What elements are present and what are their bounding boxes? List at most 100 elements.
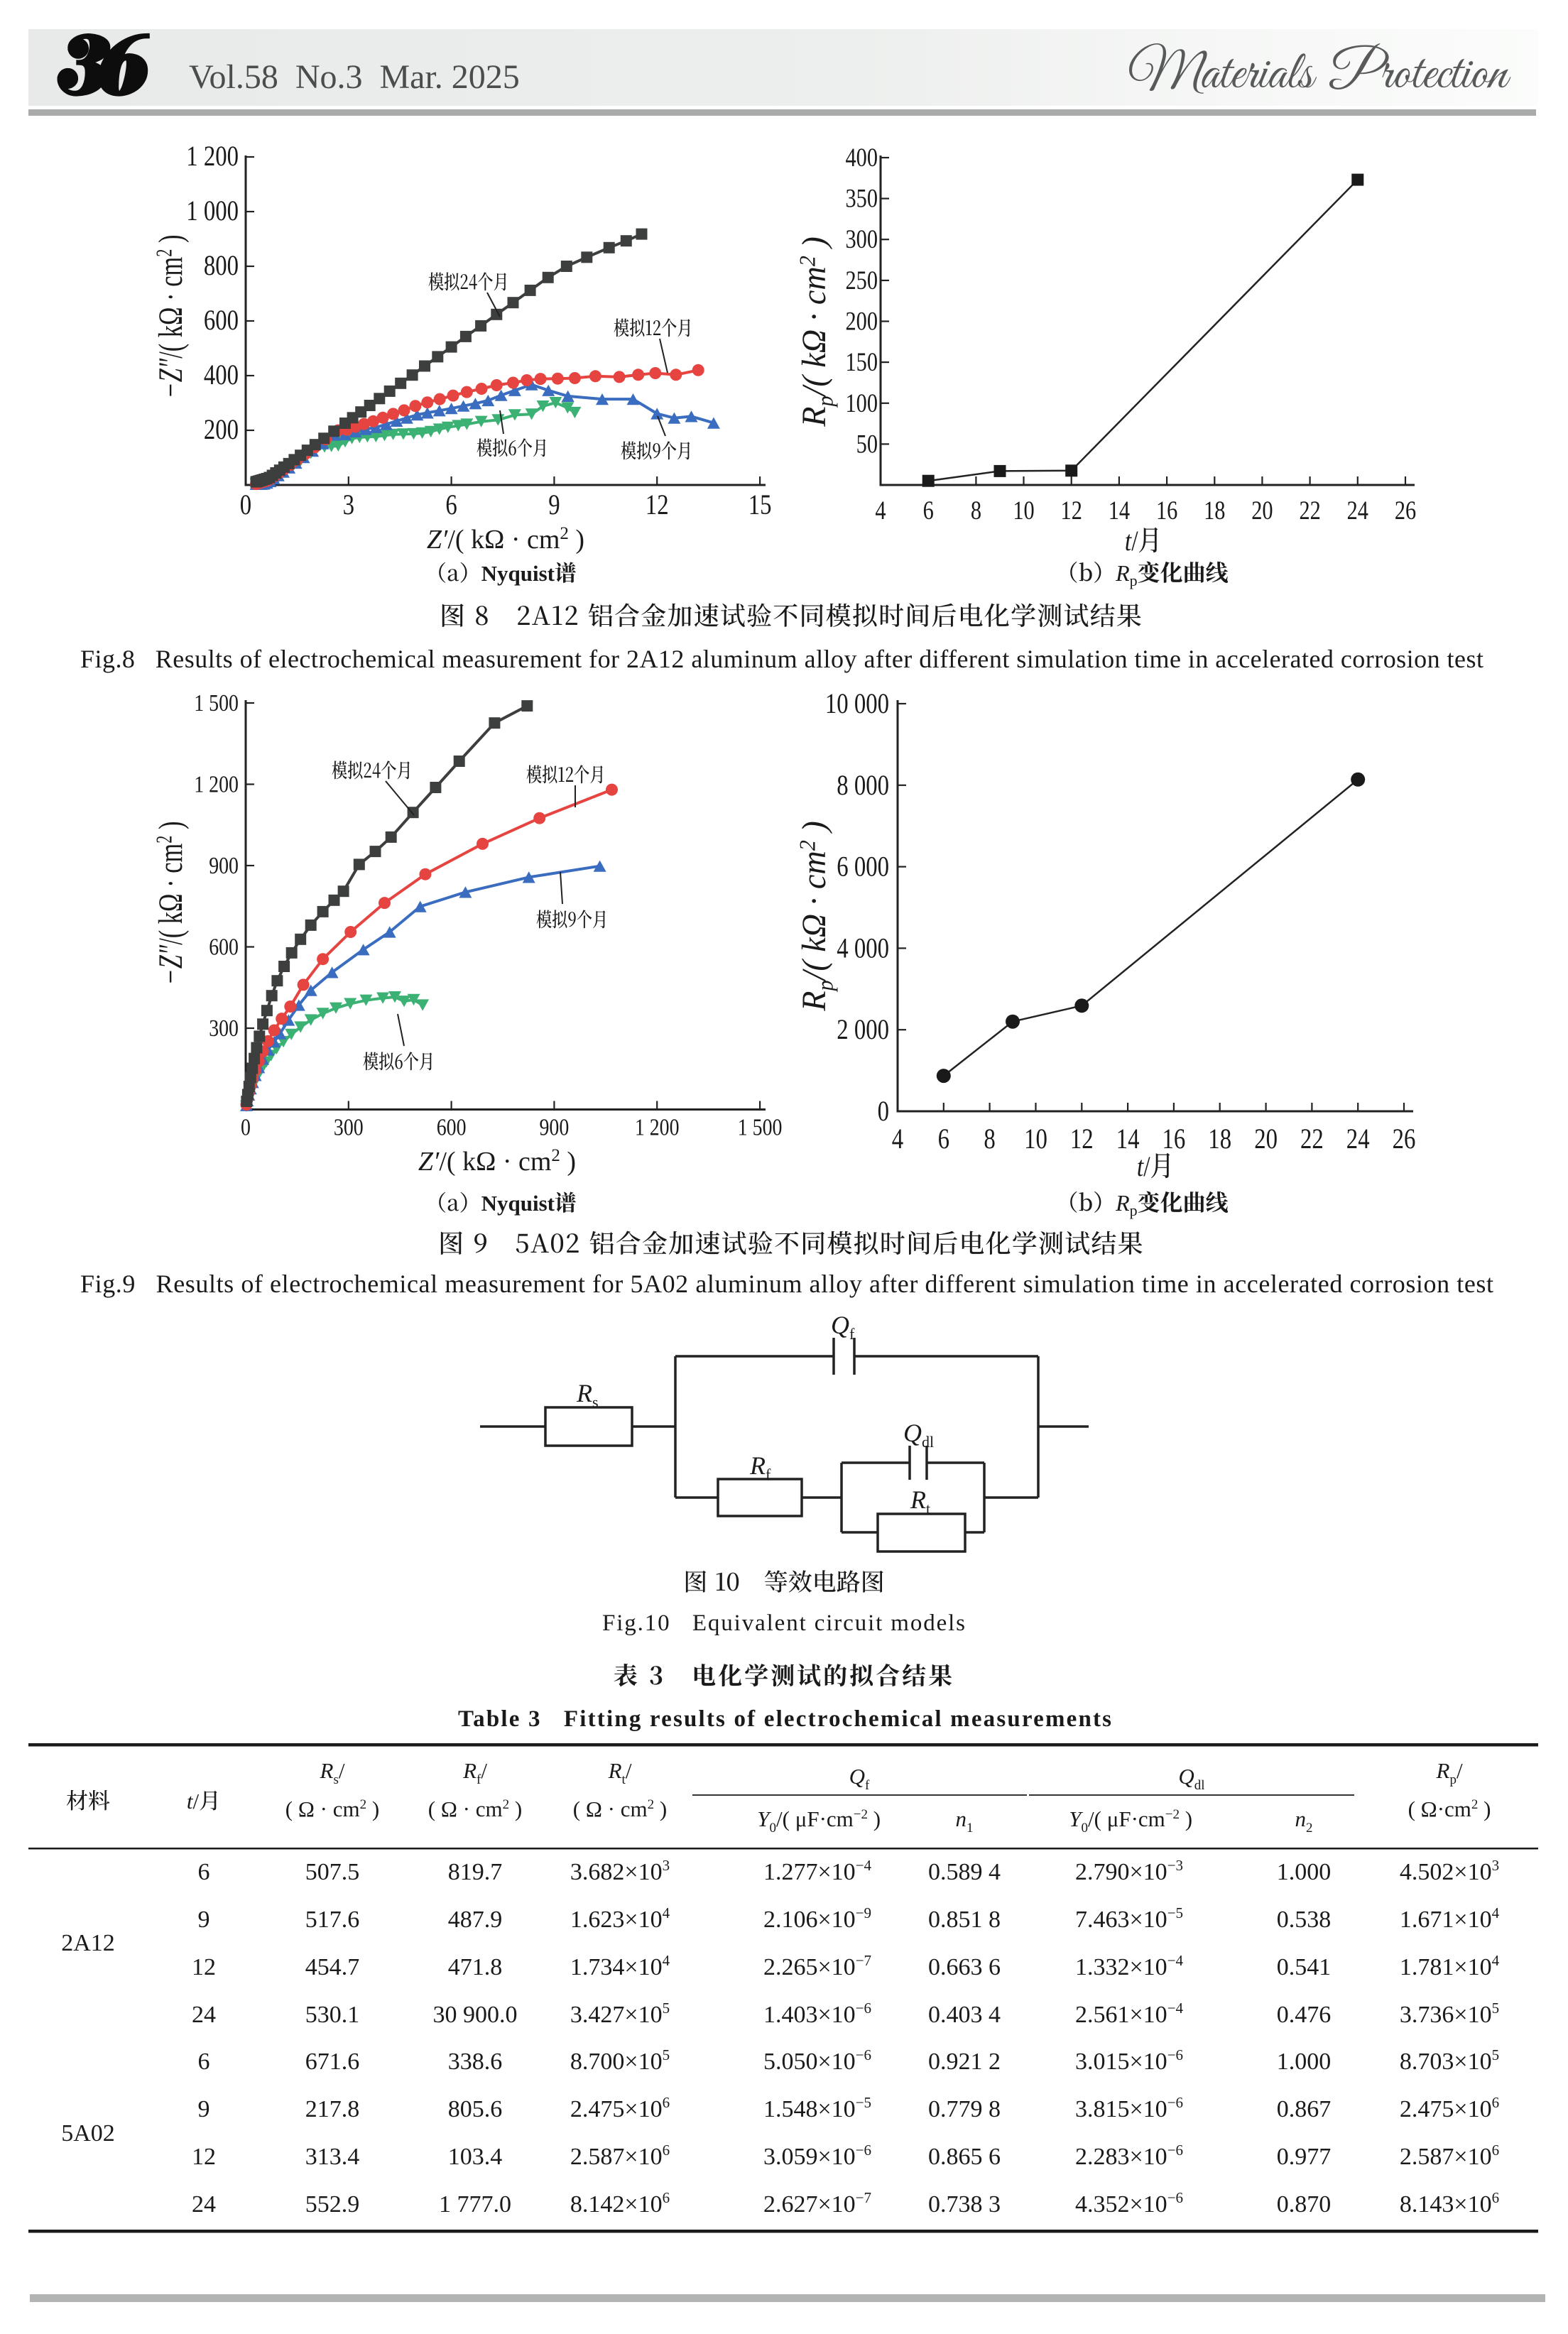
svg-text:1 000: 1 000 bbox=[186, 195, 239, 227]
svg-text:8.700×105: 8.700×105 bbox=[570, 2046, 670, 2075]
svg-text:8 000: 8 000 bbox=[837, 769, 889, 801]
svg-text:671.6: 671.6 bbox=[305, 2049, 360, 2075]
svg-text:10: 10 bbox=[1024, 1123, 1047, 1155]
svg-text:0.851 8: 0.851 8 bbox=[928, 1907, 1001, 1933]
svg-text:22: 22 bbox=[1300, 1123, 1324, 1155]
svg-text:0.589 4: 0.589 4 bbox=[928, 1859, 1001, 1885]
svg-text:0: 0 bbox=[241, 1113, 251, 1140]
svg-text:900: 900 bbox=[209, 851, 239, 878]
svg-text:0: 0 bbox=[878, 1095, 889, 1127]
svg-text:Rp: Rp bbox=[1115, 560, 1138, 589]
svg-text:2.475×106: 2.475×106 bbox=[570, 2094, 670, 2122]
svg-text:9: 9 bbox=[548, 489, 560, 520]
svg-text:517.6: 517.6 bbox=[305, 1907, 360, 1933]
svg-text:24: 24 bbox=[1346, 1123, 1370, 1155]
svg-text:1.734×104: 1.734×104 bbox=[570, 1952, 670, 1980]
svg-text:Rs: Rs bbox=[576, 1379, 599, 1411]
svg-text:12: 12 bbox=[192, 2144, 216, 2170]
svg-text:Nyquist: Nyquist bbox=[481, 1191, 555, 1216]
svg-text:1.277×10−4: 1.277×10−4 bbox=[763, 1857, 872, 1885]
svg-text:Fig.8 Results of electrochem: Fig.8 Results of electrochemical measure… bbox=[80, 645, 1483, 673]
svg-text:2.475×106: 2.475×106 bbox=[1400, 2094, 1499, 2122]
svg-text:18: 18 bbox=[1208, 1123, 1231, 1155]
svg-text:6: 6 bbox=[938, 1123, 949, 1155]
svg-text:16: 16 bbox=[1163, 1123, 1186, 1155]
svg-text:200: 200 bbox=[204, 413, 239, 445]
svg-text:8.703×105: 8.703×105 bbox=[1400, 2046, 1499, 2075]
svg-text:−Z″/( kΩ · cm2 ): −Z″/( kΩ · cm2 ) bbox=[152, 822, 190, 986]
svg-text:0.538: 0.538 bbox=[1277, 1907, 1332, 1933]
svg-text:0: 0 bbox=[240, 489, 251, 520]
svg-text:1 200: 1 200 bbox=[186, 140, 239, 172]
svg-text:Rp/( kΩ · cm2 ): Rp/( kΩ · cm2 ) bbox=[795, 821, 837, 1012]
svg-text:24: 24 bbox=[192, 2191, 216, 2218]
svg-text:300: 300 bbox=[209, 1014, 239, 1041]
svg-text:24: 24 bbox=[192, 2002, 216, 2028]
svg-text:12: 12 bbox=[1061, 496, 1082, 525]
svg-text:15: 15 bbox=[748, 489, 772, 520]
svg-text:6: 6 bbox=[198, 2049, 210, 2075]
svg-text:2.265×10−7: 2.265×10−7 bbox=[763, 1952, 871, 1980]
svg-text:2.587×106: 2.587×106 bbox=[570, 2142, 670, 2170]
svg-text:0.865 6: 0.865 6 bbox=[928, 2144, 1001, 2170]
svg-text:1 500: 1 500 bbox=[738, 1113, 783, 1140]
svg-text:2.587×106: 2.587×106 bbox=[1400, 2142, 1499, 2170]
svg-text:Rp/: Rp/ bbox=[1436, 1758, 1463, 1787]
svg-text:900: 900 bbox=[539, 1113, 569, 1140]
svg-text:0.921 2: 0.921 2 bbox=[928, 2049, 1001, 2075]
svg-text:16: 16 bbox=[1156, 496, 1177, 525]
svg-text:Qdl: Qdl bbox=[1178, 1764, 1204, 1793]
svg-text:1 200: 1 200 bbox=[194, 770, 239, 797]
svg-text:2.627×10−7: 2.627×10−7 bbox=[763, 2189, 871, 2218]
svg-text:0.779 8: 0.779 8 bbox=[928, 2096, 1001, 2122]
svg-text:1 500: 1 500 bbox=[194, 689, 239, 716]
svg-text:600: 600 bbox=[204, 304, 239, 336]
svg-text:Nyquist: Nyquist bbox=[481, 561, 555, 586]
svg-text:313.4: 313.4 bbox=[305, 2144, 360, 2170]
svg-text:530.1: 530.1 bbox=[305, 2002, 360, 2028]
svg-text:8.142×106: 8.142×106 bbox=[570, 2189, 670, 2218]
svg-text:4 000: 4 000 bbox=[837, 932, 889, 964]
svg-text:10 000: 10 000 bbox=[825, 687, 889, 719]
svg-text:Qdl: Qdl bbox=[903, 1419, 934, 1451]
svg-text:14: 14 bbox=[1109, 496, 1130, 525]
svg-text:6 000: 6 000 bbox=[837, 851, 889, 883]
svg-text:507.5: 507.5 bbox=[305, 1859, 360, 1885]
svg-text:250: 250 bbox=[845, 266, 878, 295]
svg-text:14: 14 bbox=[1116, 1123, 1140, 1155]
svg-text:Z′/( kΩ · cm2 ): Z′/( kΩ · cm2 ) bbox=[427, 524, 584, 555]
svg-text:2.790×10−3: 2.790×10−3 bbox=[1075, 1857, 1183, 1885]
svg-text:Rp: Rp bbox=[1115, 1190, 1138, 1219]
svg-text:8: 8 bbox=[984, 1123, 995, 1155]
svg-text:5A02: 5A02 bbox=[61, 2120, 115, 2147]
svg-text:8: 8 bbox=[971, 496, 981, 525]
svg-text:300: 300 bbox=[845, 225, 878, 253]
svg-text:t/: t/ bbox=[1125, 525, 1138, 556]
svg-text:400: 400 bbox=[845, 143, 878, 172]
svg-text:454.7: 454.7 bbox=[305, 1954, 360, 1980]
svg-text:300: 300 bbox=[334, 1113, 364, 1140]
svg-text:Rf: Rf bbox=[749, 1451, 771, 1483]
svg-text:350: 350 bbox=[845, 185, 878, 213]
svg-text:487.9: 487.9 bbox=[448, 1907, 503, 1933]
svg-text:552.9: 552.9 bbox=[305, 2191, 360, 2218]
svg-text:9: 9 bbox=[198, 2096, 210, 2122]
svg-text:18: 18 bbox=[1204, 496, 1225, 525]
svg-text:800: 800 bbox=[204, 249, 239, 281]
svg-text:Z′/( kΩ · cm2 ): Z′/( kΩ · cm2 ) bbox=[418, 1146, 576, 1177]
svg-text:3: 3 bbox=[343, 489, 354, 520]
svg-text:Fig.10 Equivalent circuit mo: Fig.10 Equivalent circuit models bbox=[602, 1610, 965, 1636]
svg-text:4: 4 bbox=[892, 1123, 903, 1155]
svg-text:217.8: 217.8 bbox=[305, 2096, 360, 2122]
svg-text:Rt/: Rt/ bbox=[608, 1758, 632, 1787]
svg-text:819.7: 819.7 bbox=[448, 1859, 503, 1885]
svg-text:338.6: 338.6 bbox=[448, 2049, 503, 2075]
svg-text:( Ω · cm2 ): ( Ω · cm2 ) bbox=[428, 1796, 522, 1821]
svg-text:26: 26 bbox=[1393, 1123, 1416, 1155]
svg-text:22: 22 bbox=[1299, 496, 1320, 525]
svg-text:t/: t/ bbox=[1137, 1150, 1150, 1182]
svg-text:6: 6 bbox=[923, 496, 934, 525]
svg-text:7.463×10−5: 7.463×10−5 bbox=[1075, 1904, 1183, 1933]
svg-text:Fig.9 Results of electrochem: Fig.9 Results of electrochemical measure… bbox=[80, 1270, 1493, 1298]
svg-text:0.403 4: 0.403 4 bbox=[928, 2002, 1001, 2028]
